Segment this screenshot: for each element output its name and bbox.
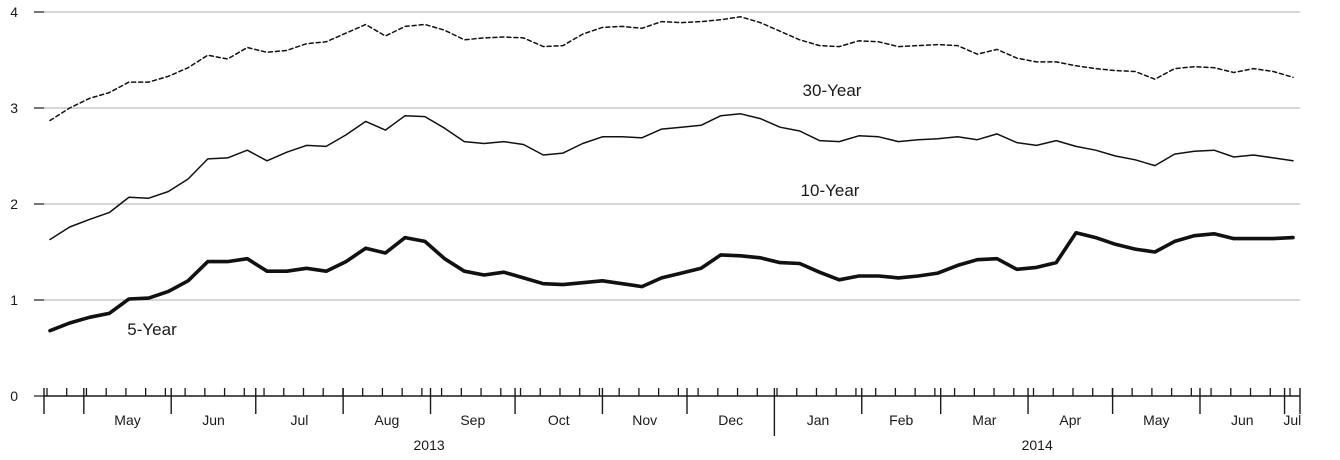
x-month-label: Jun: [202, 412, 225, 428]
y-tick-label: 1: [10, 292, 18, 308]
series-label: 10-Year: [801, 181, 860, 200]
x-month-label: Sep: [460, 412, 485, 428]
y-axis: 0 1 2 3 4: [10, 4, 44, 404]
series-label: 5-Year: [127, 320, 177, 339]
series-label: 30-Year: [803, 81, 862, 100]
x-month-label: Mar: [972, 412, 996, 428]
x-month-label: Feb: [889, 412, 913, 428]
x-month-label: Jul: [1283, 412, 1301, 428]
horizontal-gridlines: [44, 11, 1300, 301]
x-month-label: Jul: [290, 412, 308, 428]
y-tick-label: 0: [10, 388, 18, 404]
x-month-label: Nov: [632, 412, 657, 428]
x-month-label: Dec: [718, 412, 743, 428]
x-month-label: Jun: [1231, 412, 1254, 428]
y-tick-label: 2: [10, 196, 18, 212]
x-month-label: May: [1143, 412, 1169, 428]
x-month-label: Jan: [807, 412, 830, 428]
x-month-label: Aug: [374, 412, 399, 428]
x-year-label: 2013: [414, 437, 445, 453]
series-line-30-year: [49, 16, 1294, 122]
x-month-label: Oct: [548, 412, 570, 428]
x-month-label: May: [114, 412, 140, 428]
series-line-5-year: [48, 231, 1295, 333]
x-year-label: 2014: [1022, 437, 1053, 453]
x-axis: May Jun Jul Aug Sep Oct Nov Dec Jan Feb Mar Apr May J…: [43, 388, 1301, 453]
y-tick-label: 4: [10, 4, 18, 20]
series-line-10-year: [49, 113, 1294, 241]
series-lines: 30-Year 10-Year 5-Year: [48, 16, 1295, 339]
y-tick-label: 3: [10, 100, 18, 116]
x-month-label: Apr: [1059, 412, 1081, 428]
